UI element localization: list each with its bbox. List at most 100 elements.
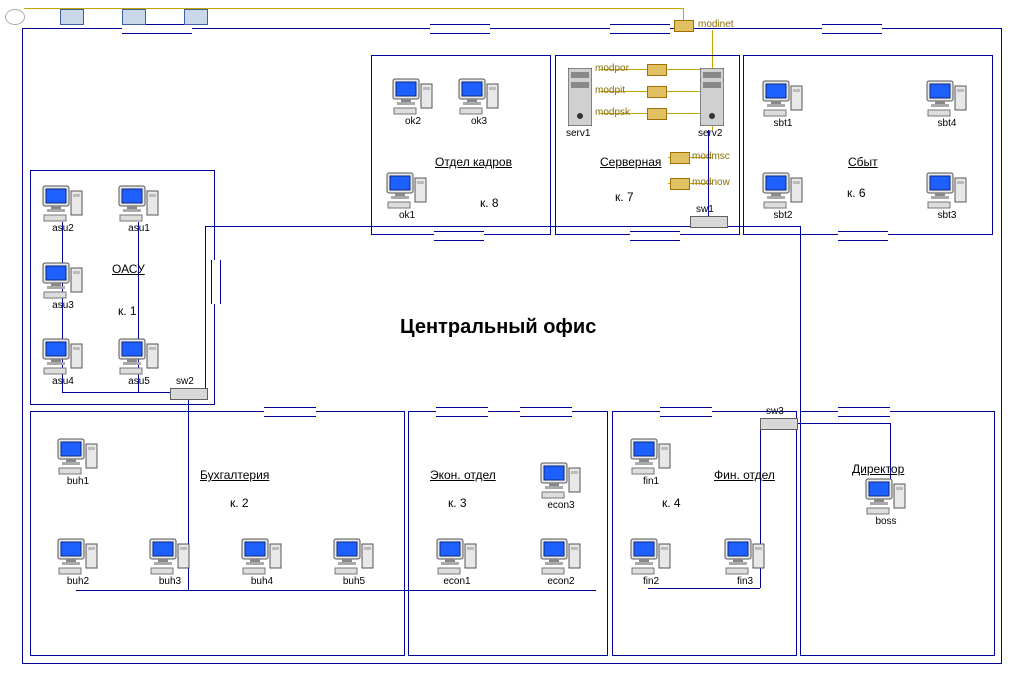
pc-asu5 (118, 338, 160, 376)
pc-label-buh5: buh5 (343, 576, 365, 587)
pc-label-boss: boss (875, 516, 896, 527)
pc-econ3 (540, 462, 582, 500)
gap-mid-1 (436, 407, 488, 417)
gap-mid-3 (660, 407, 712, 417)
room-k-srv: к. 7 (615, 190, 634, 204)
server-label-serv1: serv1 (566, 128, 590, 139)
room-name-buh: Бухгалтерия (200, 468, 269, 482)
pc-label-ok2: ok2 (405, 116, 421, 127)
gap-top-0 (122, 24, 192, 34)
room-name-dir: Директор (852, 462, 904, 476)
pc-label-econ1: econ1 (443, 576, 470, 587)
miniport-0 (60, 9, 84, 25)
pc-label-ok1: ok1 (399, 210, 415, 221)
switch-label-sw1: sw1 (696, 204, 714, 215)
gap-rt-2 (838, 231, 888, 241)
modem-label-modpit: modpit (595, 85, 625, 96)
pc-econ1 (436, 538, 478, 576)
modem-modnow (670, 178, 690, 190)
pc-sbt3 (926, 172, 968, 210)
modem-modmsc (670, 152, 690, 164)
modem-modpit (647, 86, 667, 98)
pc-label-econ2: econ2 (547, 576, 574, 587)
pc-label-fin1: fin1 (643, 476, 659, 487)
gap-mid-0 (264, 407, 316, 417)
pc-buh3 (149, 538, 191, 576)
pc-sbt2 (762, 172, 804, 210)
room-k-buh: к. 2 (230, 496, 249, 510)
miniport-1 (122, 9, 146, 25)
pc-label-sbt3: sbt3 (938, 210, 957, 221)
pc-buh1 (57, 438, 99, 476)
room-k-econ: к. 3 (448, 496, 467, 510)
cloud-icon (5, 9, 25, 25)
diagram-stage: ОАСУк. 1Отдел кадровк. 8Сервернаяк. 7Сбы… (0, 0, 1015, 675)
pc-buh5 (333, 538, 375, 576)
pc-fin2 (630, 538, 672, 576)
pc-ok2 (392, 78, 434, 116)
room-name-sbyt: Сбыт (848, 155, 878, 169)
pc-label-sbt2: sbt2 (774, 210, 793, 221)
pc-label-asu4: asu4 (52, 376, 74, 387)
pc-label-asu5: asu5 (128, 376, 150, 387)
room-econ (408, 411, 608, 656)
pc-label-asu2: asu2 (52, 223, 74, 234)
room-k-sbyt: к. 6 (847, 186, 866, 200)
modem-label-modmsc: modmsc (692, 151, 730, 162)
modem-label-modinet: modinet (698, 19, 734, 30)
modem-modinet (674, 20, 694, 32)
pc-econ2 (540, 538, 582, 576)
pc-label-buh3: buh3 (159, 576, 181, 587)
server-label-serv2: serv2 (698, 128, 722, 139)
pc-sbt1 (762, 80, 804, 118)
pc-label-asu3: asu3 (52, 300, 74, 311)
gap-oasu-v (211, 260, 221, 304)
diagram-title: Центральный офис (400, 316, 596, 339)
server-serv2 (700, 68, 724, 131)
room-name-oasu: ОАСУ (112, 262, 145, 276)
wire (800, 226, 801, 422)
pc-label-buh1: buh1 (67, 476, 89, 487)
pc-label-asu1: asu1 (128, 223, 150, 234)
room-name-kadry: Отдел кадров (435, 155, 512, 169)
miniport-2 (184, 9, 208, 25)
switch-sw3 (760, 418, 798, 430)
switch-sw1 (690, 216, 728, 228)
switch-label-sw3: sw3 (766, 406, 784, 417)
room-k-fin: к. 4 (662, 496, 681, 510)
room-name-srv: Серверная (600, 155, 661, 169)
pc-label-fin2: fin2 (643, 576, 659, 587)
modem-label-modnow: modnow (692, 177, 730, 188)
modem-label-modpor: modpor (595, 63, 629, 74)
modem-modpor (647, 64, 667, 76)
switch-sw2 (170, 388, 208, 400)
modem-label-modpsk: modpsk (595, 107, 630, 118)
pc-label-fin3: fin3 (737, 576, 753, 587)
pc-fin3 (724, 538, 766, 576)
pc-buh4 (241, 538, 283, 576)
room-dir (800, 411, 995, 656)
pc-label-sbt4: sbt4 (938, 118, 957, 129)
pc-asu1 (118, 185, 160, 223)
pc-fin1 (630, 438, 672, 476)
gap-mid-2 (520, 407, 572, 417)
gap-mid-4 (838, 407, 890, 417)
gap-top-1 (430, 24, 490, 34)
pc-asu3 (42, 262, 84, 300)
pc-label-sbt1: sbt1 (774, 118, 793, 129)
switch-label-sw2: sw2 (176, 376, 194, 387)
pc-label-econ3: econ3 (547, 500, 574, 511)
pc-label-buh4: buh4 (251, 576, 273, 587)
gap-rt-0 (434, 231, 484, 241)
gap-top-3 (822, 24, 882, 34)
pc-asu4 (42, 338, 84, 376)
room-name-fin: Фин. отдел (714, 468, 775, 482)
modem-modpsk (647, 108, 667, 120)
pc-sbt4 (926, 80, 968, 118)
pc-ok3 (458, 78, 500, 116)
pc-asu2 (42, 185, 84, 223)
pc-label-ok3: ok3 (471, 116, 487, 127)
room-name-econ: Экон. отдел (430, 468, 496, 482)
server-serv1 (568, 68, 592, 131)
pc-buh2 (57, 538, 99, 576)
